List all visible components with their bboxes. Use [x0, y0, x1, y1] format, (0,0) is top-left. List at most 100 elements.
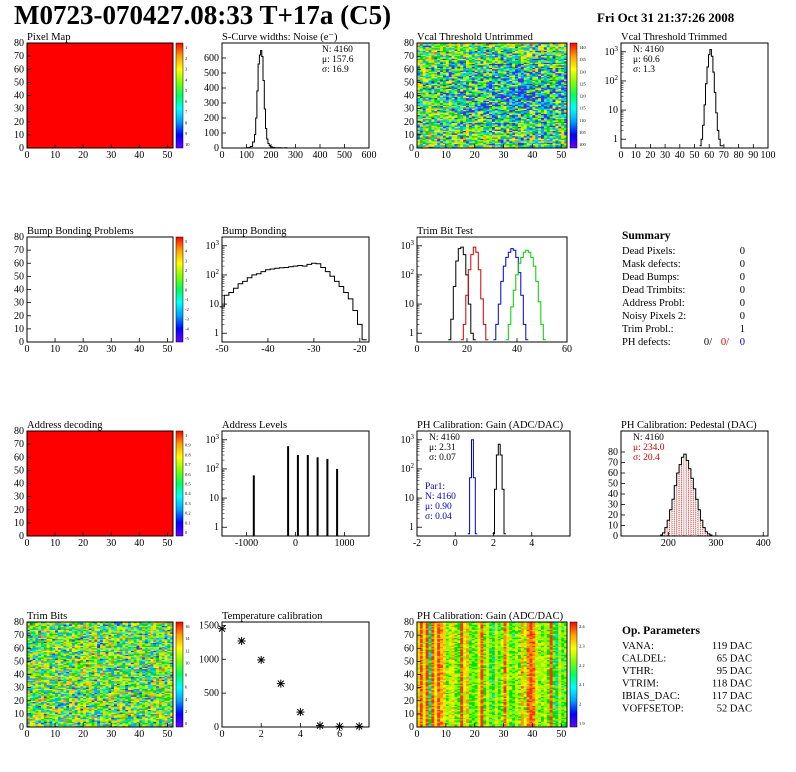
histogram-bin — [685, 460, 690, 537]
x-tick-label: 10 — [441, 729, 451, 740]
x-tick-label: 1000 — [335, 538, 355, 549]
panel-title: Address Levels — [222, 420, 287, 431]
y-tick-label: 0 — [409, 143, 414, 154]
y-tick-label: 103 — [401, 433, 415, 446]
histogram-line — [245, 50, 290, 149]
summary-value: 0 — [740, 285, 745, 296]
y-tick-label: 0 — [19, 722, 24, 733]
y-tick-label: 103 — [401, 239, 415, 252]
summary-value: 0 — [740, 272, 745, 283]
y-tick-label: 70 — [14, 630, 24, 641]
op-parameters-panel: Op. Parameters VANA: 119 DAC CALDEL: 65 DAC V… — [622, 625, 752, 715]
y-tick-label: 300 — [204, 98, 219, 109]
colorbar-tick-label: 8 — [185, 120, 188, 125]
summary-label: Dead Bumps: — [622, 272, 680, 283]
colorbar-tick-label: 130 — [579, 69, 587, 74]
y-tick-label: 20 — [608, 510, 618, 521]
op-parameter-label: VTHR: — [622, 666, 654, 677]
bar — [287, 446, 290, 536]
panel-ph-gain: PH Calibration: Gain (ADC/DAC) -2 0 2 4 1 10 10… — [401, 420, 571, 549]
x-tick-label: 10 — [50, 150, 60, 161]
colorbar-tick-label: 3 — [185, 67, 188, 72]
histogram-bin — [692, 488, 697, 537]
x-tick-label: 0 — [415, 150, 420, 161]
y-tick-label: 10 — [404, 299, 414, 310]
histogram-bin — [676, 472, 680, 537]
y-tick-label: 103 — [206, 433, 220, 446]
x-tick-label: 0 — [25, 150, 30, 161]
x-tick-label: 0 — [619, 150, 624, 161]
panel-vcal-trimmed: Vcal Threshold Trimmed 0 10 20 30 40 50 60 70 80 9… — [605, 32, 776, 161]
colorbar-tick-label: 9 — [185, 131, 188, 136]
x-tick-label: 20 — [78, 150, 88, 161]
x-tick-label: 20 — [78, 538, 88, 549]
x-tick-label: 0 — [220, 150, 225, 161]
y-tick-label: 50 — [404, 77, 414, 88]
x-tick-label: -2 — [413, 538, 421, 549]
colorbar-tick-label: 4 — [185, 77, 188, 82]
colorbar-tick-label: 120 — [579, 94, 587, 99]
summary-title: Summary — [622, 230, 671, 242]
x-tick-label: 30 — [499, 729, 509, 740]
histogram-series — [493, 248, 529, 341]
op-parameter-label: VANA: — [622, 641, 654, 652]
histogram-series — [467, 439, 478, 535]
histogram-series — [492, 443, 506, 535]
panel-title: Trim Bit Test — [417, 226, 473, 237]
x-tick-label: 300 — [708, 538, 723, 549]
summary-value: 0 — [740, 259, 745, 270]
summary-label: Dead Trimbits: — [622, 285, 685, 296]
y-tick-label: 0 — [19, 531, 24, 542]
panel-title: Trim Bits — [27, 611, 67, 622]
y-tick-label: 20 — [14, 311, 24, 322]
panel-vcal-untrimmed: Vcal Threshold Untrimmed 140 135 130 125 120 1… — [404, 32, 587, 161]
panel-ph-pedestal: PH Calibration: Pedestal (DAC) 200 300 400 0… — [608, 420, 771, 549]
x-tick-label: 20 — [462, 344, 472, 355]
x-tick-label: -50 — [215, 344, 228, 355]
x-tick-label: 20 — [645, 150, 655, 161]
colorbar-tick-label: 115 — [579, 106, 586, 111]
colorbar-tick-label: 4 — [185, 249, 188, 254]
y-tick-label: 102 — [401, 268, 415, 281]
y-tick-label: 0 — [214, 143, 219, 154]
colorbar-tick-label: 1 — [185, 433, 187, 438]
x-tick-label: 300 — [288, 150, 303, 161]
colorbar-tick-label: 0.9 — [185, 443, 191, 448]
x-tick-label: 20 — [78, 729, 88, 740]
panel-trim-bit-test: Trim Bit Test 0 20 40 60 1 10 102 103 — [401, 226, 573, 355]
colorbar-tick-label: 2 — [185, 56, 187, 61]
op-parameter-value: 52 DAC — [717, 704, 752, 715]
x-tick-label: 200 — [264, 150, 279, 161]
stats-text: N: 4160 — [429, 433, 460, 443]
y-tick-label: 60 — [608, 468, 618, 479]
x-tick-label: 40 — [134, 538, 144, 549]
ph-defect-value: 0/ — [721, 337, 729, 348]
x-tick-label: 6 — [337, 729, 342, 740]
colorbar-tick-label: -2 — [185, 307, 189, 312]
y-tick-label: 10 — [404, 493, 414, 504]
x-tick-label: 50 — [162, 538, 172, 549]
x-tick-label: 4 — [298, 729, 303, 740]
y-tick-label: 400 — [204, 83, 219, 94]
colorbar-tick-label: 1 — [185, 45, 187, 50]
histogram-bin — [699, 520, 704, 537]
x-tick-label: 400 — [313, 150, 328, 161]
colorbar-tick-label: 0 — [185, 288, 188, 293]
x-tick-label: 10 — [50, 344, 60, 355]
y-tick-label: 70 — [404, 51, 414, 62]
colorbar-tick-label: 140 — [579, 45, 587, 50]
colorbar — [175, 236, 184, 343]
panel-title: S-Curve widths: Noise (e⁻) — [222, 32, 338, 43]
x-tick-label: 40 — [527, 729, 537, 740]
x-tick-label: -1000 — [235, 538, 258, 549]
colorbar-tick-label: 4 — [185, 697, 188, 702]
y-tick-label: 102 — [401, 462, 415, 475]
heatmap-cells — [417, 622, 568, 728]
y-tick-label: 60 — [404, 64, 414, 75]
colorbar-tick-label: 0.6 — [185, 472, 191, 477]
x-tick-label: 50 — [162, 344, 172, 355]
colorbar — [175, 42, 184, 149]
x-tick-label: 0 — [25, 344, 30, 355]
